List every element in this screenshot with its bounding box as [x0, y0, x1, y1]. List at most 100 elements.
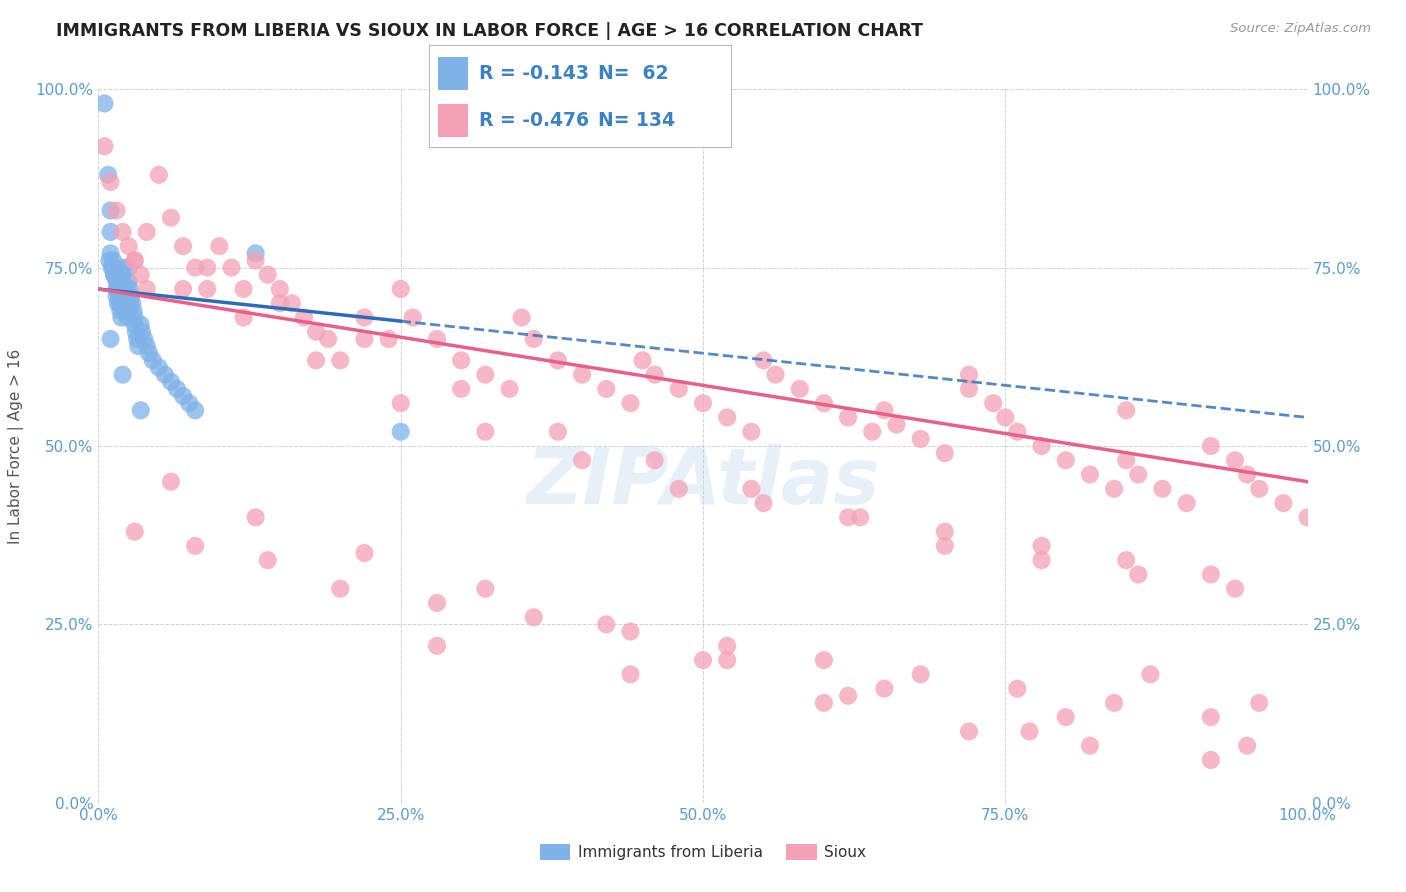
Point	[172, 389, 194, 403]
Point	[232, 282, 254, 296]
Point	[1236, 467, 1258, 482]
Point	[1115, 553, 1137, 567]
Point	[100, 332, 122, 346]
Point	[110, 310, 132, 325]
Point	[172, 282, 194, 296]
Point	[1031, 439, 1053, 453]
Point	[957, 724, 980, 739]
Point	[100, 203, 122, 218]
Point	[1139, 667, 1161, 681]
Point	[692, 396, 714, 410]
Point	[886, 417, 908, 432]
Point	[114, 289, 136, 303]
Point	[105, 282, 128, 296]
Point	[100, 260, 122, 275]
Point	[269, 282, 291, 296]
Point	[195, 260, 218, 275]
Point	[105, 275, 128, 289]
Point	[981, 396, 1004, 410]
Point	[124, 310, 146, 325]
Point	[426, 596, 449, 610]
Bar	[437, 57, 468, 90]
Point	[105, 289, 128, 303]
Text: N= 134: N= 134	[598, 111, 675, 130]
Point	[115, 296, 138, 310]
Point	[1223, 582, 1246, 596]
Point	[1199, 439, 1222, 453]
Point	[716, 639, 738, 653]
Point	[837, 410, 859, 425]
Point	[93, 96, 115, 111]
Point	[498, 382, 520, 396]
Bar	[437, 104, 468, 137]
Point	[523, 610, 546, 624]
Point	[98, 253, 121, 268]
Point	[115, 303, 138, 318]
Point	[316, 332, 339, 346]
Point	[118, 296, 141, 310]
Point	[1018, 724, 1040, 739]
Point	[644, 453, 666, 467]
Point	[1102, 696, 1125, 710]
Point	[138, 346, 160, 360]
Point	[1199, 753, 1222, 767]
Point	[112, 282, 135, 296]
Point	[107, 296, 129, 310]
Point	[122, 303, 145, 318]
Point	[256, 268, 278, 282]
Point	[107, 282, 129, 296]
Point	[994, 410, 1017, 425]
Point	[523, 332, 546, 346]
Point	[329, 353, 352, 368]
Point	[118, 239, 141, 253]
Point	[789, 382, 811, 396]
Point	[93, 139, 115, 153]
Point	[571, 368, 593, 382]
Point	[103, 268, 125, 282]
Point	[108, 296, 131, 310]
Point	[1249, 482, 1271, 496]
Point	[1115, 403, 1137, 417]
Point	[860, 425, 883, 439]
Point	[668, 382, 690, 396]
Point	[135, 225, 157, 239]
Point	[740, 482, 762, 496]
Point	[107, 275, 129, 289]
Point	[1296, 510, 1319, 524]
Point	[957, 382, 980, 396]
Point	[245, 253, 267, 268]
Point	[129, 268, 152, 282]
Point	[105, 203, 128, 218]
Point	[1078, 739, 1101, 753]
Point	[97, 168, 120, 182]
Point	[124, 253, 146, 268]
Point	[571, 453, 593, 467]
Point	[135, 282, 157, 296]
Point	[329, 582, 352, 596]
Point	[111, 368, 134, 382]
Point	[1054, 710, 1077, 724]
Point	[118, 260, 141, 275]
Point	[120, 289, 142, 303]
Point	[172, 239, 194, 253]
Point	[160, 375, 183, 389]
Point	[752, 353, 775, 368]
Point	[450, 382, 472, 396]
Point	[402, 310, 425, 325]
Point	[873, 403, 896, 417]
Point	[426, 639, 449, 653]
Point	[121, 296, 143, 310]
Point	[135, 339, 157, 353]
Point	[716, 653, 738, 667]
Point	[957, 368, 980, 382]
Point	[389, 425, 412, 439]
Point	[450, 353, 472, 368]
Point	[1175, 496, 1198, 510]
Point	[1128, 467, 1150, 482]
Point	[179, 396, 201, 410]
Point	[184, 403, 207, 417]
Point	[111, 225, 134, 239]
Point	[837, 689, 859, 703]
Point	[127, 332, 149, 346]
Point	[389, 282, 412, 296]
